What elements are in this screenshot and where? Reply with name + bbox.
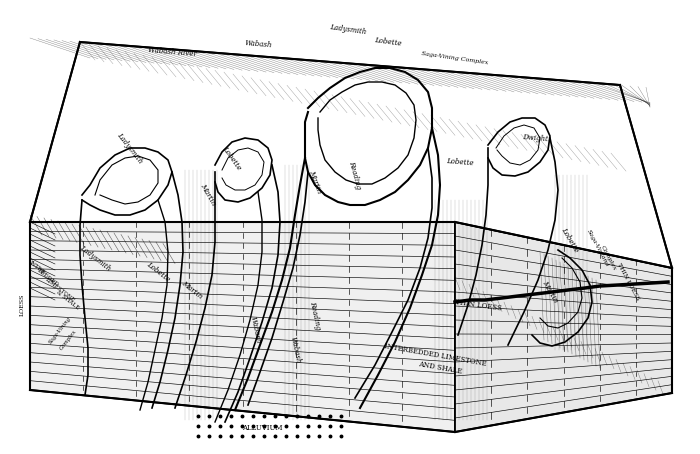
Text: Wabash: Wabash (288, 336, 302, 364)
Text: Reading: Reading (347, 160, 363, 190)
Text: Martin: Martin (180, 279, 204, 301)
Text: LOESS: LOESS (20, 294, 25, 316)
Text: & SHALE: & SHALE (56, 290, 80, 311)
Text: Complex: Complex (59, 329, 78, 351)
Text: Ladysmith: Ladysmith (78, 243, 112, 272)
Text: THIN LOESS: THIN LOESS (454, 298, 502, 312)
Text: Martin: Martin (199, 183, 218, 207)
Text: Wabash: Wabash (248, 316, 262, 344)
Text: ALLUVIUM: ALLUVIUM (241, 424, 282, 432)
Polygon shape (455, 222, 672, 432)
Text: Martin: Martin (307, 169, 323, 195)
Text: Ladysmith: Ladysmith (329, 24, 367, 36)
Text: Reading: Reading (308, 300, 322, 330)
Text: Wabash: Wabash (244, 39, 272, 49)
Text: Wabash River: Wabash River (148, 46, 197, 58)
Text: INTERBEDDED LIMESTONE: INTERBEDDED LIMESTONE (384, 342, 486, 368)
Text: Martin: Martin (540, 280, 559, 305)
Text: Lobette: Lobette (560, 226, 580, 254)
Text: Saga-Vinland: Saga-Vinland (586, 228, 610, 267)
Polygon shape (30, 42, 672, 268)
Text: Lobette: Lobette (446, 157, 474, 167)
Text: Dwight: Dwight (522, 133, 548, 143)
Text: AND SHALE: AND SHALE (417, 360, 463, 376)
Text: Lobette: Lobette (374, 36, 402, 48)
Text: Saga-Vining: Saga-Vining (48, 316, 72, 345)
Text: Saga-Vining Complex: Saga-Vining Complex (421, 51, 489, 65)
Text: BEDDED: BEDDED (36, 268, 60, 288)
Text: THIN LOESS: THIN LOESS (616, 262, 640, 301)
Text: INTER-: INTER- (28, 260, 48, 276)
Text: Lobette: Lobette (145, 261, 172, 284)
Text: LIMESTONE: LIMESTONE (44, 277, 76, 303)
Text: Lobette: Lobette (221, 144, 243, 172)
Text: Ladysmith: Ladysmith (116, 131, 145, 165)
Text: Complex: Complex (599, 245, 617, 271)
Polygon shape (30, 222, 455, 432)
